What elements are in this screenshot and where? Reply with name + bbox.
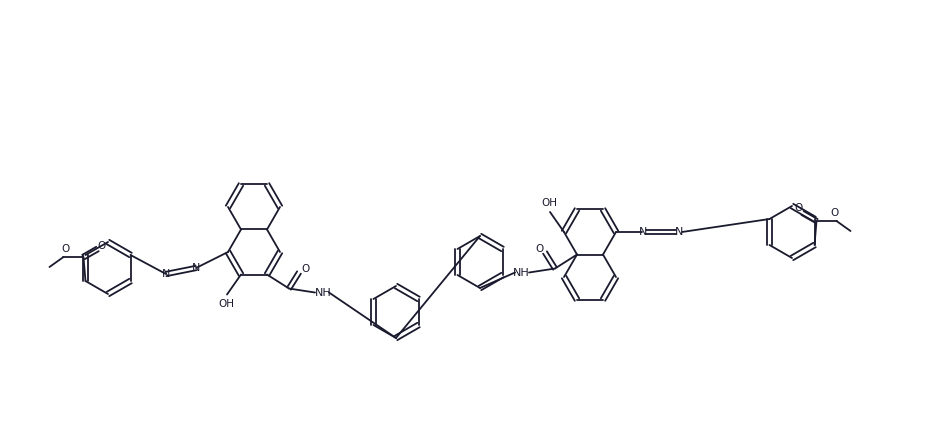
- Text: O: O: [62, 244, 69, 254]
- Text: NH: NH: [315, 288, 331, 297]
- Text: O: O: [794, 203, 803, 213]
- Text: N: N: [675, 227, 683, 237]
- Text: O: O: [301, 264, 309, 273]
- Text: OH: OH: [541, 198, 557, 208]
- Text: OH: OH: [218, 298, 234, 309]
- Text: N: N: [639, 227, 648, 237]
- Text: O: O: [830, 208, 839, 218]
- Text: O: O: [97, 241, 106, 251]
- Text: O: O: [534, 244, 543, 253]
- Text: N: N: [192, 263, 201, 273]
- Text: N: N: [162, 269, 170, 279]
- Text: NH: NH: [513, 268, 530, 277]
